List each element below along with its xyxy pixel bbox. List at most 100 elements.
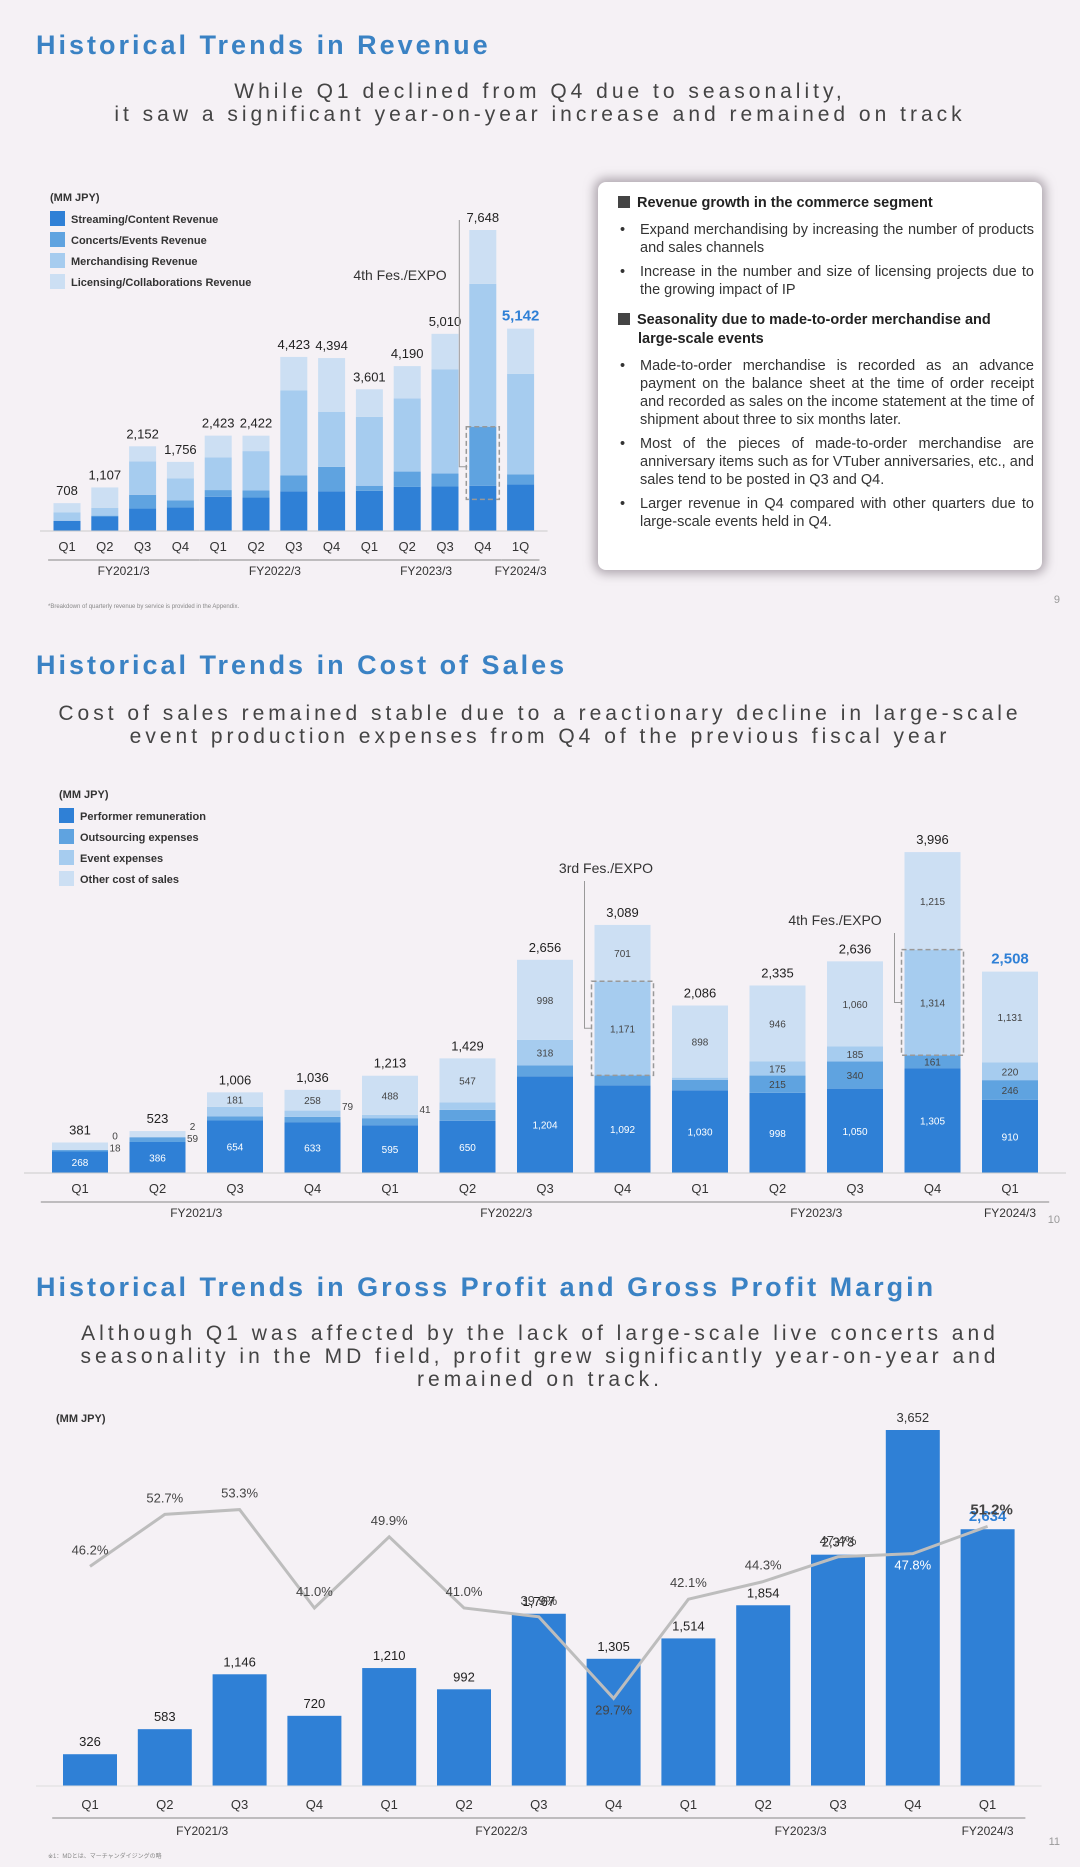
bar-total-label: 3,089 xyxy=(606,905,639,920)
bar-segment xyxy=(672,1079,728,1091)
margin-point-label: 41.0% xyxy=(446,1584,483,1599)
segment-label: 1,131 xyxy=(997,1013,1022,1024)
slide3-title: Historical Trends in Gross Profit and Gr… xyxy=(36,1272,937,1302)
bar-total-label: 3,601 xyxy=(353,369,386,384)
bar-segment xyxy=(362,1075,418,1115)
bar-value-label: 1,767 xyxy=(523,1594,556,1609)
tick-label: Q3 xyxy=(134,539,151,554)
tick-label: Q2 xyxy=(96,539,113,554)
tick-label: Q2 xyxy=(156,1797,173,1812)
segment-label: 318 xyxy=(537,1049,554,1060)
bar-segment xyxy=(280,475,308,492)
bar-segment xyxy=(594,1085,651,1173)
bar-segment xyxy=(91,507,119,516)
segment-label: 0 xyxy=(112,1131,118,1142)
bar-segment xyxy=(517,1065,573,1077)
annotation-leader xyxy=(458,220,468,468)
margin-point-label: 46.2% xyxy=(72,1542,109,1557)
page-number: 9 xyxy=(1053,594,1060,606)
bar-total-label: 4,423 xyxy=(278,337,311,352)
segment-label: 701 xyxy=(614,949,631,960)
tick-label: 1Q xyxy=(512,539,529,554)
bar-segment xyxy=(594,981,651,1076)
legend-swatch xyxy=(59,871,74,886)
segment-label: 59 xyxy=(187,1134,199,1145)
bar-segment xyxy=(362,1114,418,1119)
legend-entry: Concerts/Events Revenue xyxy=(71,235,207,247)
slide1-subtitle-line: While Q1 declined from Q4 due to seasona… xyxy=(234,80,846,103)
margin-point-label: 51.2% xyxy=(970,1501,1013,1518)
bar-value-label: 1,305 xyxy=(597,1639,630,1654)
bar-segment xyxy=(204,435,232,458)
bar-segment xyxy=(904,1055,961,1069)
slide2-subtitle-line: event production expenses from Q4 of the… xyxy=(129,725,951,748)
slide1-title: Historical Trends in Revenue xyxy=(36,30,491,60)
legend-entry: Other cost of sales xyxy=(80,874,179,886)
tick-label: Q3 xyxy=(436,539,453,554)
margin-point-label: 49.9% xyxy=(371,1513,408,1528)
bar xyxy=(811,1554,865,1786)
segment-label: 340 xyxy=(847,1071,864,1082)
page-number: 10 xyxy=(1047,1214,1060,1226)
bar xyxy=(287,1715,342,1786)
legend-entry: Merchandising Revenue xyxy=(71,256,198,268)
bar-segment xyxy=(439,1102,496,1110)
highlight-box xyxy=(465,425,501,501)
tick-label: Q1 xyxy=(1001,1181,1018,1196)
bar-total-label: 1,006 xyxy=(219,1072,252,1087)
segment-label: 161 xyxy=(924,1058,941,1069)
segment-label: 1,030 xyxy=(687,1128,712,1139)
bar xyxy=(736,1605,791,1786)
bar-total-label: 2,152 xyxy=(126,426,159,441)
bar-segment xyxy=(91,515,119,517)
bar-segment xyxy=(207,1120,263,1173)
legend-swatch xyxy=(50,232,65,247)
bar-value-label: 583 xyxy=(154,1709,176,1724)
bar-segment xyxy=(284,1089,341,1111)
bar-total-label: 2,086 xyxy=(684,986,717,1001)
segment-label: 2 xyxy=(190,1122,196,1133)
bar-segment xyxy=(242,435,270,452)
tick-label: Q2 xyxy=(459,1181,476,1196)
segment-label: 79 xyxy=(342,1102,354,1113)
bar-segment xyxy=(129,494,157,509)
bar-total-label: 523 xyxy=(147,1111,169,1126)
bar-segment xyxy=(53,512,81,521)
bar xyxy=(212,1674,267,1786)
bar-segment xyxy=(129,1137,186,1142)
bar-segment xyxy=(904,1068,961,1173)
cost-of-sales-chart: 268 381 386 523 654 181 1,006 633 258 1,036 595 488… xyxy=(24,789,1066,1220)
tick-label: Q1 xyxy=(680,1797,697,1812)
slide3-subtitle: Although Q1 was affected by the lack of … xyxy=(40,1322,1040,1391)
list-item: Most of the pieces of made-to-order merc… xyxy=(618,435,1034,489)
bar-segment xyxy=(204,490,232,497)
bar-segment xyxy=(749,985,806,1062)
segment-label: 386 xyxy=(149,1153,166,1164)
fiscal-year-label: FY2023/3 xyxy=(775,1824,827,1838)
segment-label: 1,305 xyxy=(920,1117,945,1128)
tick-label: Q1 xyxy=(71,1181,88,1196)
bar-segment xyxy=(469,230,497,284)
margin-point-label: 47.8% xyxy=(894,1558,931,1573)
seasonality-list: Made-to-order merchandise is recorded as… xyxy=(618,357,1034,531)
tick-label: Q4 xyxy=(605,1797,622,1812)
slide3-footnote: ※1：MDとは、マーチャンダイジングの略 xyxy=(48,1854,162,1860)
segment-label: 488 xyxy=(382,1091,399,1102)
bar-segment xyxy=(280,390,308,476)
fiscal-year-label: FY2021/3 xyxy=(176,1824,228,1838)
bar-segment xyxy=(318,411,346,467)
bar-total-label: 4,394 xyxy=(315,338,348,353)
segment-label: 1,314 xyxy=(920,998,945,1009)
tick-label: Q2 xyxy=(247,539,264,554)
bar-segment xyxy=(242,490,270,498)
tick-label: Q4 xyxy=(614,1181,631,1196)
bar xyxy=(885,1430,940,1786)
bar-segment xyxy=(982,1062,1038,1081)
annotation-label: 4th Fes./EXPO xyxy=(788,912,881,928)
bar-segment xyxy=(207,1092,263,1107)
square-bullet-icon xyxy=(618,196,630,208)
margin-point-label: 29.7% xyxy=(595,1702,632,1717)
tick-label: Q2 xyxy=(769,1181,786,1196)
bar-total-label: 2,422 xyxy=(240,416,273,431)
slide2-subtitle: Cost of sales remained stable due to a r… xyxy=(40,702,1040,748)
